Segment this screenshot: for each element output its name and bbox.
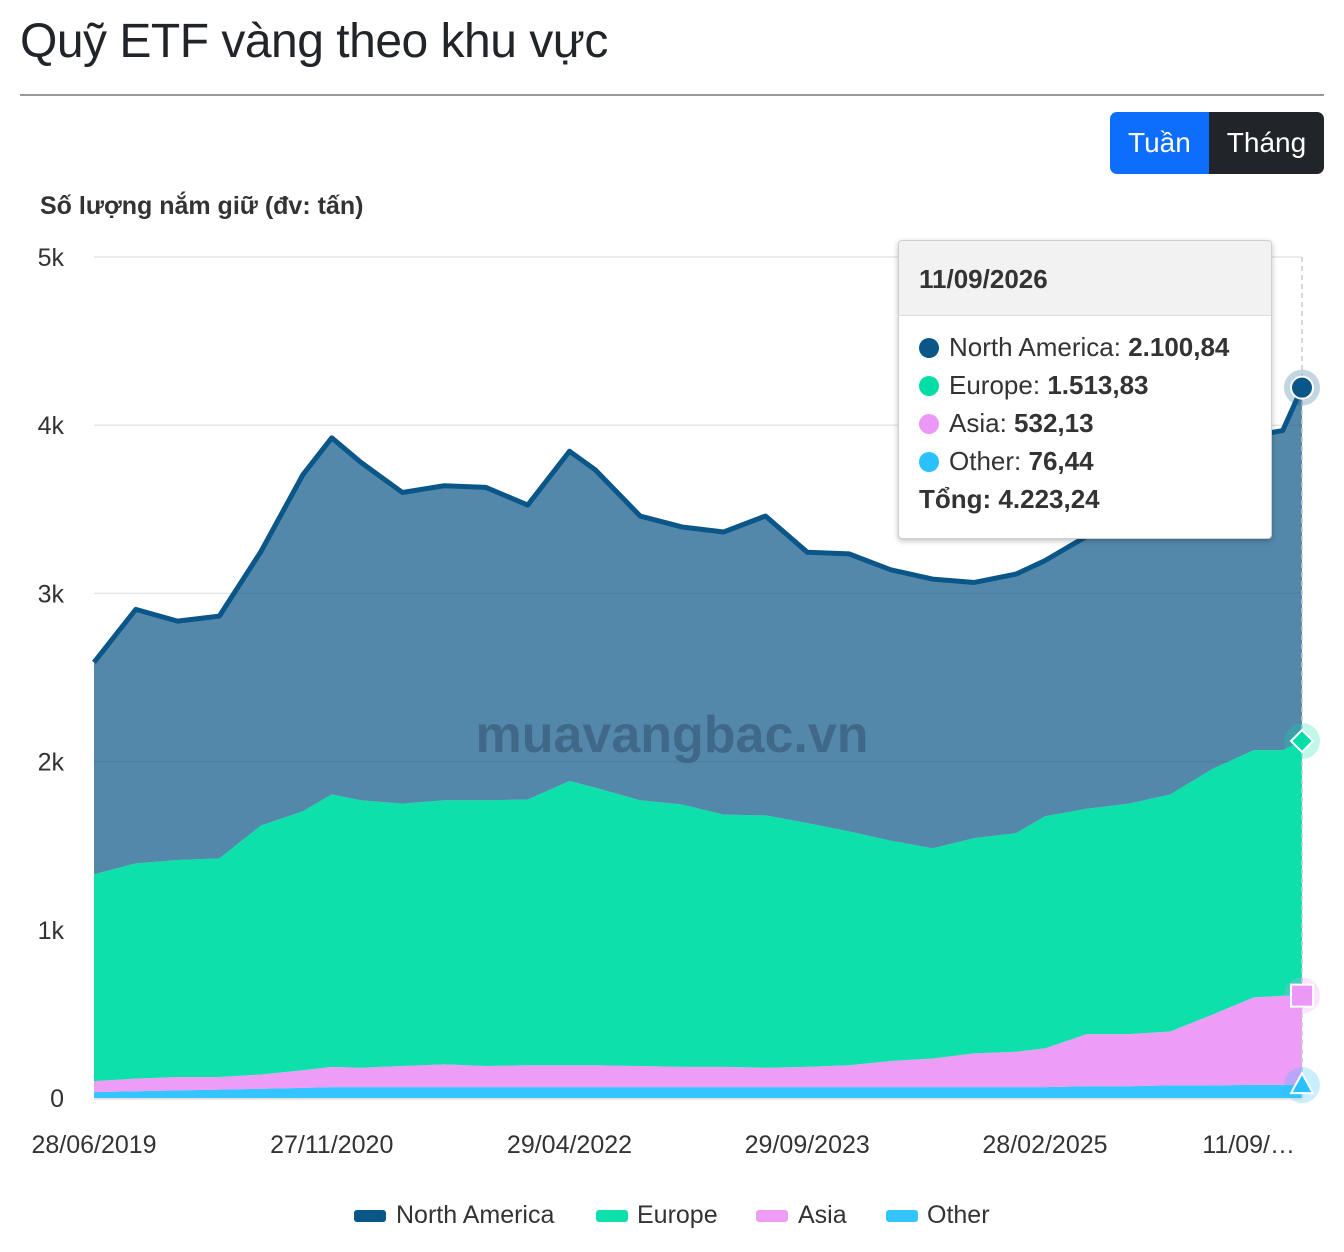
other-dot-icon xyxy=(919,452,939,472)
legend-asia[interactable]: Asia xyxy=(798,1201,847,1229)
tooltip-label: Europe: xyxy=(949,370,1041,400)
x-tick-label: 29/09/2023 xyxy=(745,1131,870,1159)
tooltip-row-asia: Asia: 532,13 xyxy=(919,404,1251,442)
week-toggle-button[interactable]: Tuần xyxy=(1110,112,1209,174)
x-tick-label: 29/04/2022 xyxy=(507,1131,632,1159)
page-title: Quỹ ETF vàng theo khu vực xyxy=(20,15,608,68)
y-axis-title: Số lượng nắm giữ (đv: tấn) xyxy=(40,190,363,220)
north-america-dot-icon xyxy=(919,338,939,358)
europe-area xyxy=(94,741,1302,1082)
x-tick-label: 28/06/2019 xyxy=(31,1131,156,1159)
chart-tooltip: 11/09/2026 North America: 2.100,84 Europ… xyxy=(898,240,1272,539)
tooltip-value: 76,44 xyxy=(1028,446,1094,476)
tooltip-row-other: Other: 76,44 xyxy=(919,442,1251,480)
tooltip-total-label: Tổng: xyxy=(919,484,992,514)
month-toggle-button[interactable]: Tháng xyxy=(1208,112,1325,174)
tooltip-value: 2.100,84 xyxy=(1128,332,1230,362)
y-tick-label: 3k xyxy=(38,580,65,608)
etf-stacked-area-chart[interactable]: Số lượng nắm giữ (đv: tấn) 0 1k 2k 3k 4k 5k mua… xyxy=(0,180,1344,1252)
other-area xyxy=(94,1084,1302,1098)
y-tick-label: 2k xyxy=(38,749,65,777)
period-toggle: Tuần Tháng xyxy=(1110,112,1325,174)
watermark: muavangbac.vn xyxy=(475,706,868,764)
y-tick-label: 5k xyxy=(38,244,65,272)
tooltip-row-europe: Europe: 1.513,83 xyxy=(919,366,1251,404)
tooltip-row-total: Tổng: 4.223,24 xyxy=(919,480,1251,518)
tooltip-label: Asia: xyxy=(949,408,1007,438)
tooltip-date: 11/09/2026 xyxy=(899,241,1271,316)
tooltip-label: North America: xyxy=(949,332,1121,362)
legend-asia-swatch xyxy=(756,1210,788,1222)
tooltip-value: 1.513,83 xyxy=(1047,370,1149,400)
x-tick-label: 11/09/… xyxy=(1202,1131,1295,1159)
tooltip-label: Other: xyxy=(949,446,1022,476)
europe-dot-icon xyxy=(919,376,939,396)
other-marker xyxy=(1289,1071,1315,1095)
x-tick-label: 27/11/2020 xyxy=(270,1131,393,1159)
legend-other[interactable]: Other xyxy=(927,1201,990,1229)
legend-north-america-swatch xyxy=(354,1210,386,1222)
tooltip-value: 532,13 xyxy=(1014,408,1094,438)
legend-europe[interactable]: Europe xyxy=(637,1201,718,1229)
europe-marker xyxy=(1289,728,1315,754)
y-tick-label: 1k xyxy=(38,917,65,945)
title-divider xyxy=(20,94,1324,96)
y-tick-label: 0 xyxy=(50,1085,64,1113)
y-tick-label: 4k xyxy=(38,412,65,440)
x-tick-label: 28/02/2025 xyxy=(982,1131,1107,1159)
tooltip-row-north-america: North America: 2.100,84 xyxy=(919,328,1251,366)
asia-area xyxy=(94,995,1302,1093)
asia-marker xyxy=(1290,983,1314,1008)
tooltip-total-value: 4.223,24 xyxy=(998,484,1100,514)
legend-europe-swatch xyxy=(596,1210,628,1222)
north-america-area xyxy=(94,387,1302,875)
chart-container: Số lượng nắm giữ (đv: tấn) 0 1k 2k 3k 4k 5k mua… xyxy=(0,180,1344,1252)
asia-dot-icon xyxy=(919,414,939,434)
legend-north-america[interactable]: North America xyxy=(396,1201,554,1229)
north-america-marker xyxy=(1290,375,1314,400)
legend-other-swatch xyxy=(886,1210,918,1222)
